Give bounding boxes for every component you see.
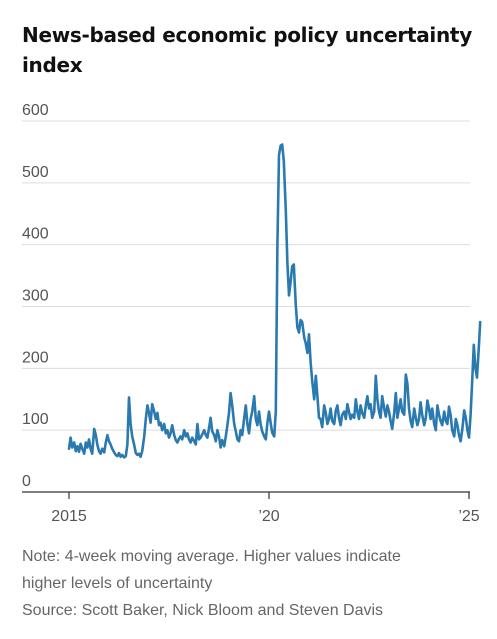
y-axis-ticks: 0 100 200 300 400 500 600 bbox=[22, 102, 49, 490]
x-tick-label-2025: ’25 bbox=[458, 508, 479, 525]
y-tick-label-100: 100 bbox=[22, 411, 49, 428]
x-tick-label-2020: ’20 bbox=[258, 508, 279, 525]
x-tick-label-2015: 2015 bbox=[51, 508, 87, 525]
note-line-1: Note: 4-week moving average. Higher valu… bbox=[22, 548, 401, 565]
series-line-0 bbox=[67, 143, 482, 459]
source-text: Source: Scott Baker, Nick Bloom and Stev… bbox=[22, 602, 384, 619]
x-axis-ticks: 2015 ’20 ’25 bbox=[51, 492, 480, 525]
y-tick-label-400: 400 bbox=[22, 226, 49, 243]
chart-title: News-based economic policy uncertainty i… bbox=[22, 23, 472, 77]
footnotes: Note: 4-week moving average. Higher valu… bbox=[22, 543, 487, 624]
y-tick-label-200: 200 bbox=[22, 349, 49, 366]
y-tick-label-600: 600 bbox=[22, 102, 49, 119]
y-tick-label-0: 0 bbox=[22, 473, 31, 490]
y-tick-label-300: 300 bbox=[22, 288, 49, 305]
y-tick-label-500: 500 bbox=[22, 164, 49, 181]
series-layer bbox=[67, 143, 482, 459]
grid-layer bbox=[22, 120, 470, 493]
note-line-2: higher levels of uncertainty bbox=[22, 575, 213, 592]
